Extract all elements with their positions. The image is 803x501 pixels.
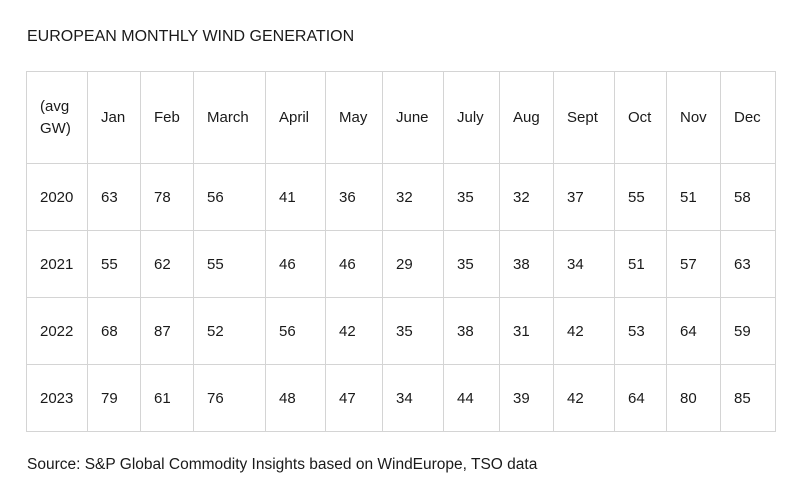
table-cell: 56: [265, 297, 326, 365]
table-header: (avg GW) Jan Feb March April May June Ju…: [26, 71, 776, 164]
table-cell: 78: [140, 163, 194, 231]
header-unit: (avg GW): [26, 71, 88, 164]
table-cell: 56: [193, 163, 266, 231]
table-cell: 51: [666, 163, 721, 231]
table-cell: 63: [720, 230, 776, 298]
header-oct: Oct: [614, 71, 667, 164]
table-cell: 31: [499, 297, 554, 365]
header-sept: Sept: [553, 71, 615, 164]
source-note: Source: S&P Global Commodity Insights ba…: [27, 456, 538, 473]
table-cell: 80: [666, 364, 721, 432]
table-row: 2020 63 78 56 41 36 32 35 32 37 55 51 58: [26, 163, 776, 231]
table-cell: 48: [265, 364, 326, 432]
row-year: 2020: [26, 163, 88, 231]
table-cell: 46: [325, 230, 383, 298]
table-cell: 42: [325, 297, 383, 365]
table-cell: 47: [325, 364, 383, 432]
table-cell: 41: [265, 163, 326, 231]
table-cell: 42: [553, 297, 615, 365]
table-cell: 76: [193, 364, 266, 432]
header-july: July: [443, 71, 500, 164]
header-feb: Feb: [140, 71, 194, 164]
table-cell: 53: [614, 297, 667, 365]
table-cell: 32: [499, 163, 554, 231]
wind-generation-table: (avg GW) Jan Feb March April May June Ju…: [26, 71, 776, 432]
table-cell: 34: [382, 364, 444, 432]
table-cell: 35: [382, 297, 444, 365]
header-jan: Jan: [87, 71, 141, 164]
header-nov: Nov: [666, 71, 721, 164]
table-row: 2023 79 61 76 48 47 34 44 39 42 64 80 85: [26, 364, 776, 432]
table-cell: 61: [140, 364, 194, 432]
table-cell: 58: [720, 163, 776, 231]
table-cell: 35: [443, 163, 500, 231]
table-cell: 35: [443, 230, 500, 298]
table-cell: 85: [720, 364, 776, 432]
table-row: 2022 68 87 52 56 42 35 38 31 42 53 64 59: [26, 297, 776, 365]
table-cell: 36: [325, 163, 383, 231]
table-cell: 29: [382, 230, 444, 298]
table-cell: 52: [193, 297, 266, 365]
header-row: (avg GW) Jan Feb March April May June Ju…: [26, 71, 776, 164]
table-cell: 57: [666, 230, 721, 298]
row-year: 2023: [26, 364, 88, 432]
table-cell: 38: [443, 297, 500, 365]
table-cell: 42: [553, 364, 615, 432]
table-cell: 63: [87, 163, 141, 231]
header-march: March: [193, 71, 266, 164]
header-dec: Dec: [720, 71, 776, 164]
header-aug: Aug: [499, 71, 554, 164]
table-cell: 32: [382, 163, 444, 231]
table-cell: 62: [140, 230, 194, 298]
table-cell: 59: [720, 297, 776, 365]
table-cell: 44: [443, 364, 500, 432]
header-june: June: [382, 71, 444, 164]
header-april: April: [265, 71, 326, 164]
table-cell: 39: [499, 364, 554, 432]
table-cell: 87: [140, 297, 194, 365]
header-may: May: [325, 71, 383, 164]
table-cell: 79: [87, 364, 141, 432]
row-year: 2022: [26, 297, 88, 365]
table-title: EUROPEAN MONTHLY WIND GENERATION: [27, 28, 355, 45]
table-cell: 51: [614, 230, 667, 298]
table-cell: 55: [87, 230, 141, 298]
table-cell: 38: [499, 230, 554, 298]
table-cell: 55: [193, 230, 266, 298]
table-cell: 37: [553, 163, 615, 231]
table-cell: 55: [614, 163, 667, 231]
table-cell: 34: [553, 230, 615, 298]
table-cell: 68: [87, 297, 141, 365]
table-cell: 64: [666, 297, 721, 365]
row-year: 2021: [26, 230, 88, 298]
table-cell: 46: [265, 230, 326, 298]
table-cell: 64: [614, 364, 667, 432]
table-body: 2020 63 78 56 41 36 32 35 32 37 55 51 58…: [26, 163, 776, 432]
table-row: 2021 55 62 55 46 46 29 35 38 34 51 57 63: [26, 230, 776, 298]
